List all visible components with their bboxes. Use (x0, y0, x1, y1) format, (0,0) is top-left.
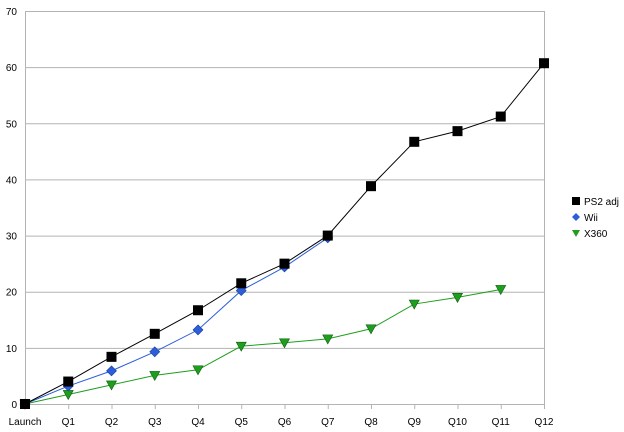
data-point-ps2-adj (495, 111, 506, 122)
data-point-ps2-adj (409, 136, 420, 147)
data-point-x360 (495, 285, 507, 296)
y-tick-label: 50 (6, 119, 18, 130)
legend-item-ps2-adj: PS2 adj (572, 197, 619, 208)
data-point-ps2-adj (106, 351, 117, 362)
x-tick-label: Q11 (492, 417, 511, 428)
x-tick-label: Q2 (105, 417, 119, 428)
data-point-x360 (105, 380, 118, 391)
legend-label-x360: X360 (584, 229, 608, 240)
data-point-ps2-adj (539, 58, 549, 69)
data-point-x360 (365, 324, 377, 335)
data-point-ps2-adj (452, 126, 463, 137)
series-x360 (19, 285, 507, 410)
legend-marker-ps2-adj (572, 197, 580, 205)
data-point-wii (192, 324, 204, 336)
legend: PS2 adj Wii X360 (572, 197, 619, 240)
y-tick-label: 10 (6, 344, 18, 355)
y-tick-label: 20 (6, 288, 18, 299)
x-tick-label: Q3 (148, 417, 162, 428)
y-tick-label: 0 (11, 400, 17, 411)
legend-marker-x360 (572, 230, 580, 237)
series-line-x360 (24, 288, 501, 405)
data-point-x360 (149, 371, 161, 381)
data-point-ps2-adj (193, 305, 203, 316)
data-point-ps2-adj (366, 181, 376, 192)
x-tick-label: Q1 (62, 417, 76, 428)
x-tick-label: Q4 (191, 417, 205, 428)
data-point-ps2-adj (322, 230, 333, 241)
legend-marker-wii (572, 213, 580, 221)
series-line-ps2-adj (24, 62, 545, 405)
legend-item-wii: Wii (572, 213, 598, 224)
y-tick-label: 60 (6, 63, 18, 74)
data-point-ps2-adj (20, 399, 30, 409)
data-point-wii (149, 346, 161, 358)
x-tick-label: Q7 (321, 417, 335, 428)
x-tick-label: Q12 (535, 417, 554, 428)
data-point-x360 (235, 341, 247, 352)
data-point-x360 (322, 334, 334, 345)
series-line-wii (24, 237, 329, 405)
x-tick-label: Q5 (235, 417, 249, 428)
axes: 0 10 20 30 40 50 60 70 Launch Q1 Q2 Q3 Q4 Q5 Q6 Q7 Q8 Q9 Q… (6, 7, 554, 428)
x-tick-label: Q6 (278, 417, 292, 428)
series-lines (19, 58, 549, 410)
data-point-ps2-adj (279, 258, 290, 269)
data-point-x360 (278, 338, 291, 349)
data-point-x360 (192, 365, 204, 376)
legend-label-ps2-adj: PS2 adj (584, 197, 619, 208)
series-ps2-adj (20, 58, 549, 409)
grid (25, 11, 544, 405)
data-point-wii (106, 365, 117, 377)
x-tick-label: Q8 (364, 417, 378, 428)
x-tick-label: Launch (9, 417, 42, 428)
data-point-ps2-adj (236, 278, 247, 289)
y-tick-label: 40 (6, 175, 18, 186)
x-tick-label: Q9 (408, 417, 422, 428)
legend-item-x360: X360 (572, 229, 608, 240)
data-point-ps2-adj (63, 376, 74, 387)
data-point-x360 (408, 299, 420, 310)
data-point-x360 (451, 293, 464, 303)
y-tick-label: 70 (6, 7, 18, 18)
y-tick-label: 30 (6, 232, 18, 243)
x-tick-label: Q10 (448, 417, 467, 428)
data-point-ps2-adj (149, 328, 160, 339)
legend-label-wii: Wii (584, 213, 598, 224)
